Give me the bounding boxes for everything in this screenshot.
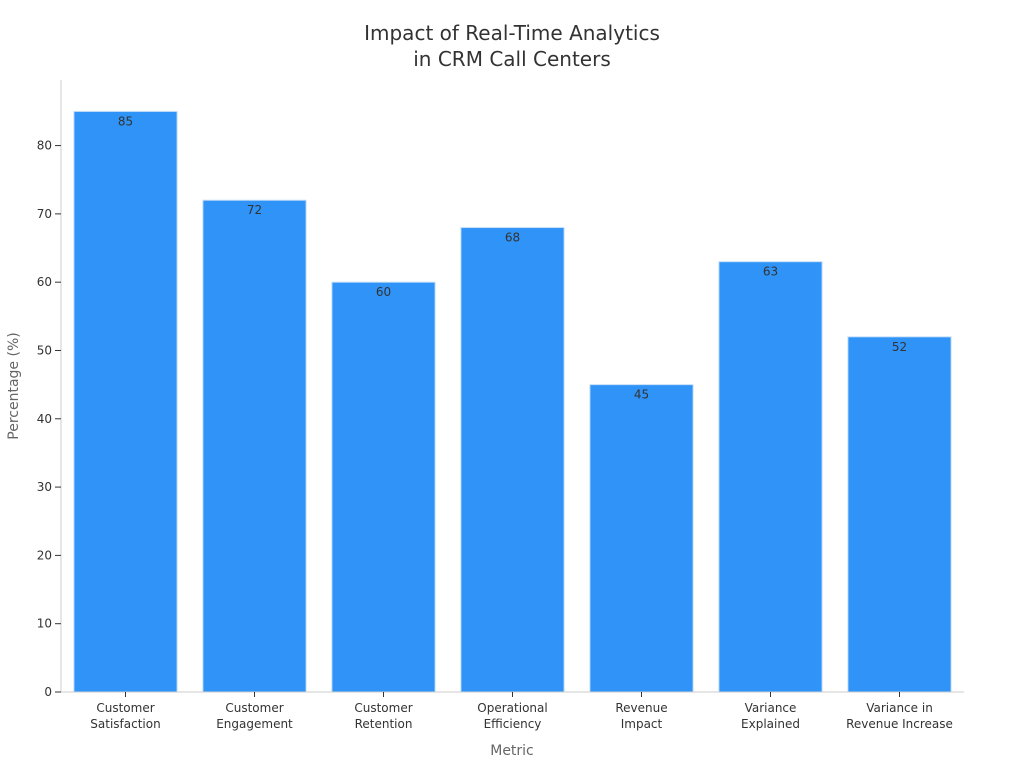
x-tick-label: Variance Explained bbox=[741, 701, 800, 731]
x-tick-label: Customer Satisfaction bbox=[90, 701, 160, 731]
chart-title: Impact of Real-Time Analytics in CRM Cal… bbox=[364, 21, 660, 71]
bars bbox=[73, 110, 952, 693]
bar bbox=[331, 281, 436, 693]
y-tick-label: 40 bbox=[37, 412, 52, 426]
bar-value-label: 68 bbox=[505, 231, 520, 245]
y-tick-label: 70 bbox=[37, 207, 52, 221]
x-tick-label: Operational Efficiency bbox=[477, 701, 547, 731]
chart-title-line-1: Impact of Real-Time Analytics bbox=[364, 21, 660, 45]
y-tick-label: 50 bbox=[37, 343, 52, 357]
bar bbox=[202, 199, 307, 693]
bar bbox=[589, 384, 694, 693]
bar-value-label: 45 bbox=[634, 388, 649, 402]
y-tick-label: 60 bbox=[37, 275, 52, 289]
bar-value-label: 72 bbox=[247, 203, 262, 217]
value-labels: 85 72 60 68 45 63 52 bbox=[118, 114, 907, 401]
y-tick-label: 0 bbox=[44, 685, 52, 699]
y-axis-ticks: 0 10 20 30 40 50 60 70 80 bbox=[37, 139, 61, 699]
y-tick-label: 30 bbox=[37, 480, 52, 494]
y-tick-label: 80 bbox=[37, 139, 52, 153]
x-tick-label: Customer Engagement bbox=[216, 701, 293, 731]
bar-value-label: 63 bbox=[763, 265, 778, 279]
chart-title-line-2: in CRM Call Centers bbox=[413, 47, 611, 71]
bar-value-label: 52 bbox=[892, 340, 907, 354]
x-tick-label: Variance in Revenue Increase bbox=[846, 701, 953, 731]
x-tick-label: Revenue Impact bbox=[615, 701, 667, 731]
bar-value-label: 85 bbox=[118, 114, 133, 128]
y-tick-label: 10 bbox=[37, 617, 52, 631]
y-axis-label: Percentage (%) bbox=[6, 332, 22, 439]
x-tick-label: Customer Retention bbox=[354, 701, 412, 731]
bar bbox=[460, 227, 565, 693]
x-axis-ticks: Customer Satisfaction Customer Engagement Cu… bbox=[90, 692, 953, 731]
bar-value-label: 60 bbox=[376, 285, 391, 299]
bar bbox=[73, 110, 178, 693]
y-tick-label: 20 bbox=[37, 548, 52, 562]
bar bbox=[847, 336, 952, 693]
bar bbox=[718, 261, 823, 693]
x-axis-label: Metric bbox=[490, 743, 534, 759]
